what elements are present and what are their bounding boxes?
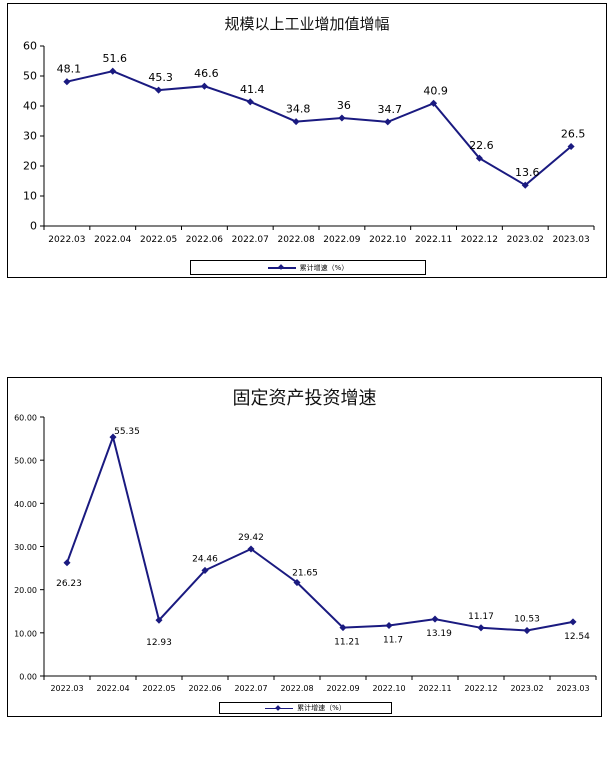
y-tick-label: 0 <box>30 220 37 233</box>
y-tick-label: 50 <box>23 70 37 83</box>
x-tick-label: 2022.08 <box>277 235 314 245</box>
data-label: 26.5 <box>561 128 586 141</box>
data-point <box>155 86 163 94</box>
data-point <box>384 118 392 126</box>
x-tick-label: 2022.09 <box>323 235 360 245</box>
chart-legend: 累计增速（%） <box>190 260 426 275</box>
data-point <box>247 545 255 553</box>
data-label: 10.53 <box>514 615 540 625</box>
data-label: 46.6 <box>194 67 219 80</box>
legend-line-marker-icon <box>265 705 294 712</box>
y-tick-label: 40.00 <box>14 500 37 509</box>
data-point <box>385 621 393 630</box>
x-tick-label: 2022.03 <box>50 684 83 693</box>
x-tick-label: 2022.05 <box>140 235 177 245</box>
x-tick-label: 2022.11 <box>418 684 451 693</box>
y-tick-label: 10.00 <box>14 629 37 638</box>
y-tick-label: 50.00 <box>14 457 37 466</box>
data-point <box>246 98 254 106</box>
data-label: 12.54 <box>564 632 590 642</box>
x-tick-label: 2022.04 <box>96 684 129 693</box>
chart-legend: 累计增速（%） <box>219 702 392 714</box>
data-point <box>63 78 71 86</box>
data-label: 22.6 <box>469 139 494 152</box>
x-tick-label: 2022.06 <box>188 684 221 693</box>
fixed-asset-investment-chart: 固定资产投资增速 0.00 10.00 20.00 30.00 40.00 50.00 60… <box>7 377 602 717</box>
data-label: 34.7 <box>378 103 403 116</box>
x-tick-label: 2022.08 <box>280 684 313 693</box>
data-label: 11.21 <box>334 638 360 648</box>
series-line <box>66 433 574 632</box>
data-label: 12.93 <box>146 638 172 648</box>
data-label: 41.4 <box>240 83 265 96</box>
y-tick-label: 30 <box>23 130 37 143</box>
data-label: 11.17 <box>468 612 494 622</box>
x-tick-label: 2023.03 <box>552 235 589 245</box>
data-label: 48.1 <box>57 63 82 76</box>
x-tick-label: 2023.02 <box>507 235 544 245</box>
data-label: 21.65 <box>292 569 318 579</box>
data-point <box>338 114 346 122</box>
data-point <box>430 99 438 107</box>
data-point <box>431 615 439 623</box>
data-point <box>569 618 577 626</box>
y-tick-label: 0.00 <box>19 673 37 682</box>
data-point <box>477 624 485 632</box>
x-tick-label: 2022.12 <box>461 235 498 245</box>
data-label: 13.19 <box>426 629 452 639</box>
x-tick-label: 2022.07 <box>232 235 269 245</box>
data-label: 11.7 <box>383 635 403 645</box>
data-label: 45.3 <box>148 71 173 84</box>
data-label: 34.8 <box>286 103 311 116</box>
data-point <box>200 82 208 90</box>
x-tick-label: 2022.10 <box>372 684 405 693</box>
x-tick-label: 2023.02 <box>510 684 543 693</box>
legend-line-marker-icon <box>267 264 296 271</box>
x-tick-label: 2022.05 <box>142 684 175 693</box>
data-point <box>523 627 531 635</box>
chart-plot: 0.00 10.00 20.00 30.00 40.00 50.00 60.00 2022.0… <box>14 414 597 693</box>
x-tick-label: 2022.12 <box>464 684 497 693</box>
data-point <box>109 67 117 75</box>
x-tick-label: 2022.07 <box>234 684 267 693</box>
y-tick-label: 20.00 <box>14 586 37 595</box>
x-tick-label: 2022.04 <box>94 235 131 245</box>
chart-title: 规模以上工业增加值增幅 <box>224 15 390 33</box>
data-point <box>339 624 347 632</box>
data-label: 26.23 <box>56 579 82 589</box>
data-point <box>63 559 71 567</box>
y-tick-label: 40 <box>23 100 37 113</box>
data-point <box>475 154 483 162</box>
data-point <box>521 181 529 189</box>
y-tick-label: 60 <box>23 40 37 53</box>
x-tick-label: 2022.03 <box>48 235 85 245</box>
data-label: 36 <box>337 99 351 112</box>
data-label: 55.35 <box>114 427 140 437</box>
x-tick-label: 2022.09 <box>326 684 359 693</box>
x-tick-label: 2022.10 <box>369 235 406 245</box>
data-point <box>155 616 163 624</box>
data-point <box>567 142 575 151</box>
data-label: 13.6 <box>515 166 540 179</box>
data-label: 29.42 <box>238 533 264 543</box>
y-tick-label: 20 <box>23 160 37 173</box>
legend-label: 累计增速（%） <box>299 263 349 272</box>
data-label: 24.46 <box>192 554 218 564</box>
data-label: 40.9 <box>423 84 448 97</box>
x-tick-label: 2023.03 <box>556 684 589 693</box>
legend-label: 累计增速（%） <box>297 704 346 712</box>
y-tick-label: 10 <box>23 190 37 203</box>
data-point <box>293 579 301 587</box>
data-point <box>292 118 300 126</box>
industrial-value-added-chart: 规模以上工业增加值增幅 0 10 20 30 40 50 60 2022.03 2022.04 2… <box>7 3 607 278</box>
y-tick-label: 60.00 <box>14 414 37 423</box>
data-label: 51.6 <box>103 52 128 65</box>
chart-title: 固定资产投资增速 <box>232 388 377 409</box>
y-tick-label: 30.00 <box>14 543 37 552</box>
series-line <box>66 70 572 187</box>
x-tick-label: 2022.11 <box>415 235 452 245</box>
chart-plot: 0 10 20 30 40 50 60 2022.03 2022.04 2022.05 2022.0… <box>23 40 595 245</box>
x-tick-label: 2022.06 <box>186 235 223 245</box>
